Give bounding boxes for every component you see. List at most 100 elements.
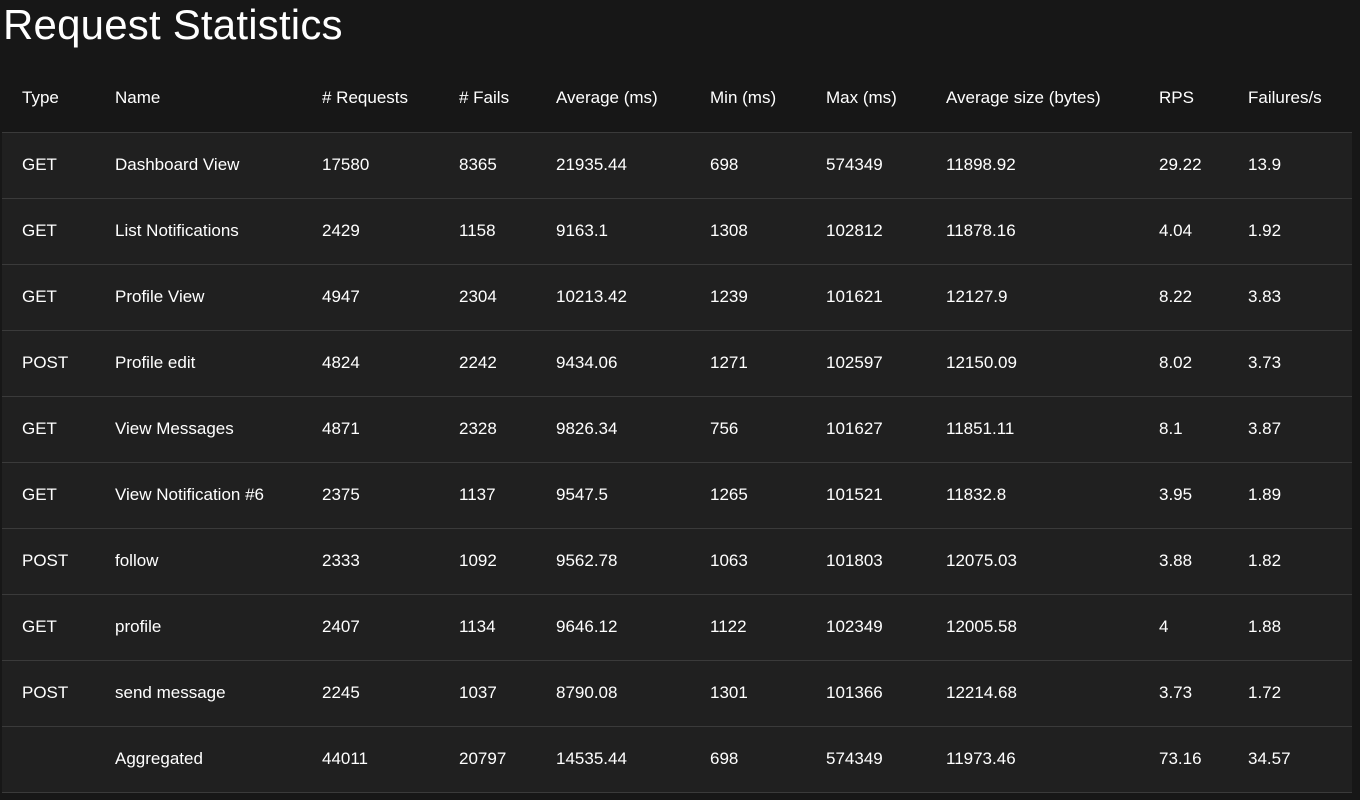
cell-fails: 8365 [439, 132, 536, 199]
cell-failures-per-second: 34.57 [1228, 726, 1352, 793]
table-row: GET View Notification #6 2375 1137 9547.… [2, 462, 1352, 529]
table-row-aggregated: Aggregated 44011 20797 14535.44 698 5743… [2, 726, 1352, 793]
cell-requests: 2407 [302, 594, 439, 661]
cell-max: 574349 [806, 132, 926, 199]
table-row: POST Profile edit 4824 2242 9434.06 1271… [2, 330, 1352, 397]
cell-type: POST [2, 528, 95, 595]
cell-failures-per-second: 1.72 [1228, 660, 1352, 727]
cell-type: GET [2, 594, 95, 661]
cell-min: 698 [690, 132, 806, 199]
cell-max: 101521 [806, 462, 926, 529]
column-header-fails[interactable]: # Fails [439, 64, 536, 133]
cell-max: 102812 [806, 198, 926, 265]
cell-requests: 2245 [302, 660, 439, 727]
cell-type: GET [2, 396, 95, 463]
cell-fails: 2328 [439, 396, 536, 463]
cell-average: 9562.78 [536, 528, 690, 595]
cell-failures-per-second: 1.82 [1228, 528, 1352, 595]
column-header-min[interactable]: Min (ms) [690, 64, 806, 133]
cell-average: 10213.42 [536, 264, 690, 331]
cell-average-size: 11898.92 [926, 132, 1139, 199]
cell-rps: 4 [1139, 594, 1228, 661]
cell-average-size: 12075.03 [926, 528, 1139, 595]
header-row: Type Name # Requests # Fails Average (ms… [2, 64, 1352, 133]
cell-min: 756 [690, 396, 806, 463]
cell-name: View Notification #6 [95, 462, 302, 529]
cell-name: profile [95, 594, 302, 661]
cell-max: 102349 [806, 594, 926, 661]
column-header-requests[interactable]: # Requests [302, 64, 439, 133]
cell-average: 9434.06 [536, 330, 690, 397]
cell-name: List Notifications [95, 198, 302, 265]
cell-average: 21935.44 [536, 132, 690, 199]
cell-requests: 44011 [302, 726, 439, 793]
cell-min: 1301 [690, 660, 806, 727]
cell-max: 101621 [806, 264, 926, 331]
cell-rps: 3.95 [1139, 462, 1228, 529]
cell-failures-per-second: 3.73 [1228, 330, 1352, 397]
cell-requests: 2333 [302, 528, 439, 595]
cell-rps: 29.22 [1139, 132, 1228, 199]
cell-max: 101803 [806, 528, 926, 595]
cell-average-size: 12214.68 [926, 660, 1139, 727]
cell-type: POST [2, 330, 95, 397]
cell-requests: 4824 [302, 330, 439, 397]
column-header-average-size[interactable]: Average size (bytes) [926, 64, 1139, 133]
column-header-average[interactable]: Average (ms) [536, 64, 690, 133]
cell-failures-per-second: 1.88 [1228, 594, 1352, 661]
cell-rps: 8.1 [1139, 396, 1228, 463]
cell-min: 698 [690, 726, 806, 793]
cell-type: POST [2, 660, 95, 727]
cell-type: GET [2, 132, 95, 199]
cell-average: 9646.12 [536, 594, 690, 661]
cell-fails: 1158 [439, 198, 536, 265]
cell-fails: 1137 [439, 462, 536, 529]
cell-failures-per-second: 1.89 [1228, 462, 1352, 529]
column-header-failures-per-second[interactable]: Failures/s [1228, 64, 1352, 133]
cell-max: 574349 [806, 726, 926, 793]
cell-requests: 2429 [302, 198, 439, 265]
cell-average-size: 12150.09 [926, 330, 1139, 397]
cell-name: Profile edit [95, 330, 302, 397]
cell-type: GET [2, 198, 95, 265]
cell-average-size: 11832.8 [926, 462, 1139, 529]
cell-rps: 73.16 [1139, 726, 1228, 793]
cell-fails: 1037 [439, 660, 536, 727]
table-row: GET profile 2407 1134 9646.12 1122 10234… [2, 594, 1352, 661]
cell-rps: 8.02 [1139, 330, 1228, 397]
cell-average: 9163.1 [536, 198, 690, 265]
cell-average-size: 11878.16 [926, 198, 1139, 265]
table-body: GET Dashboard View 17580 8365 21935.44 6… [2, 132, 1352, 793]
column-header-rps[interactable]: RPS [1139, 64, 1228, 133]
table-row: GET Profile View 4947 2304 10213.42 1239… [2, 264, 1352, 331]
table-row: GET View Messages 4871 2328 9826.34 756 … [2, 396, 1352, 463]
cell-type: GET [2, 264, 95, 331]
cell-name: Dashboard View [95, 132, 302, 199]
cell-fails: 2242 [439, 330, 536, 397]
cell-requests: 4871 [302, 396, 439, 463]
cell-fails: 2304 [439, 264, 536, 331]
request-statistics-table: Type Name # Requests # Fails Average (ms… [2, 64, 1352, 793]
cell-average: 8790.08 [536, 660, 690, 727]
cell-name: Aggregated [95, 726, 302, 793]
column-header-type[interactable]: Type [2, 64, 95, 133]
cell-fails: 20797 [439, 726, 536, 793]
cell-max: 102597 [806, 330, 926, 397]
cell-average-size: 11851.11 [926, 396, 1139, 463]
cell-failures-per-second: 3.87 [1228, 396, 1352, 463]
cell-average: 9826.34 [536, 396, 690, 463]
table-row: GET Dashboard View 17580 8365 21935.44 6… [2, 132, 1352, 199]
cell-min: 1308 [690, 198, 806, 265]
cell-type [2, 726, 95, 793]
column-header-name[interactable]: Name [95, 64, 302, 133]
cell-average-size: 11973.46 [926, 726, 1139, 793]
cell-failures-per-second: 3.83 [1228, 264, 1352, 331]
table-row: POST follow 2333 1092 9562.78 1063 10180… [2, 528, 1352, 595]
column-header-max[interactable]: Max (ms) [806, 64, 926, 133]
cell-rps: 4.04 [1139, 198, 1228, 265]
cell-min: 1063 [690, 528, 806, 595]
cell-fails: 1134 [439, 594, 536, 661]
cell-type: GET [2, 462, 95, 529]
table-row: GET List Notifications 2429 1158 9163.1 … [2, 198, 1352, 265]
cell-name: follow [95, 528, 302, 595]
